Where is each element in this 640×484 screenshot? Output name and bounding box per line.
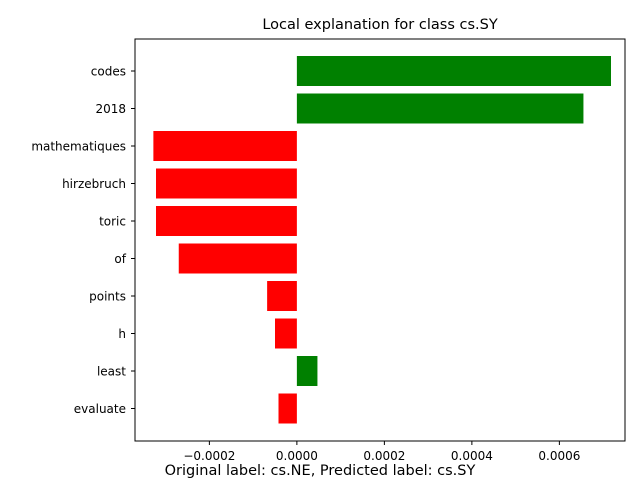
y-tick-label: mathematiques [31,140,126,154]
y-tick-label: toric [99,215,126,229]
y-tick-label: of [114,252,126,266]
bar-least [296,356,318,386]
y-tick-label: points [89,290,126,304]
plot-frame [134,38,626,442]
x-axis-label: Original label: cs.NE, Predicted label: … [165,463,476,479]
bars-layer [153,56,611,424]
chart-title: Local explanation for class cs.SY [262,17,498,33]
y-tick-label: hirzebruch [62,177,126,191]
y-tick-label: h [118,327,126,341]
bar-h [275,318,297,349]
y-tick-label: 2018 [95,102,126,116]
bar-mathematiques [153,131,297,161]
ticks-layer: codes 2018 mathematiques hirzebruch toric of p… [31,65,580,464]
bar-hirzebruch [156,168,297,199]
x-tick-label: 0.0000 [276,449,318,463]
bar-points [267,281,297,311]
x-tick-label: 0.0006 [538,449,580,463]
bar-codes [296,56,611,86]
x-tick-label: 0.0004 [451,449,493,463]
y-tick-label: least [97,365,126,379]
bar-2018 [296,93,584,124]
x-tick-label: −0.0002 [183,449,235,463]
x-tick-label: 0.0002 [363,449,405,463]
bar-toric [156,206,297,236]
bar-evaluate [278,393,297,424]
bar-of [178,243,297,274]
y-tick-label: evaluate [74,402,126,416]
y-tick-label: codes [91,65,126,79]
